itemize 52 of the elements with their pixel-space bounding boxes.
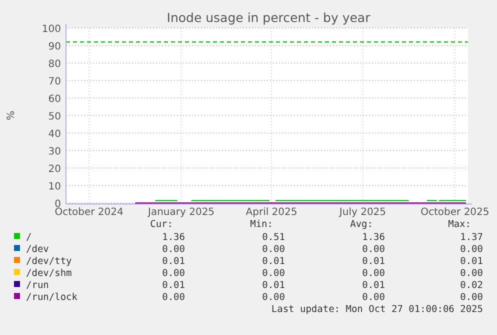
text: Cur: bbox=[150, 219, 173, 230]
text: 0.01 bbox=[262, 256, 286, 267]
text: 0.01 bbox=[460, 256, 484, 267]
text: 0.00 bbox=[162, 268, 186, 279]
text: 0.01 bbox=[162, 256, 186, 267]
text: 1.36 bbox=[362, 232, 386, 243]
y-axis-title: % bbox=[6, 110, 17, 120]
legend-label: / bbox=[26, 232, 32, 243]
text: 0.00 bbox=[460, 268, 484, 279]
text: Min: bbox=[250, 219, 273, 230]
text: 1.36 bbox=[162, 232, 186, 243]
legend-label: /run bbox=[26, 280, 49, 291]
y-tick-label: 50 bbox=[48, 112, 61, 122]
text: 0.01 bbox=[262, 280, 286, 291]
y-tick-label: 90 bbox=[48, 42, 61, 52]
text: 0.01 bbox=[362, 280, 386, 291]
text: 0.00 bbox=[262, 268, 286, 279]
chart-title: Inode usage in percent - by year bbox=[166, 10, 372, 25]
y-tick-label: 40 bbox=[48, 129, 61, 140]
x-tick-label: January 2025 bbox=[147, 207, 215, 218]
legend-label: /dev/tty bbox=[26, 256, 72, 267]
y-tick-label: 80 bbox=[48, 59, 61, 70]
text: Last update: Mon Oct 27 01:00:06 2025 bbox=[271, 304, 483, 315]
text: 0.01 bbox=[162, 280, 186, 291]
x-tick-label: April 2025 bbox=[246, 207, 298, 218]
text: 0.00 bbox=[262, 244, 286, 255]
y-tick-label: 20 bbox=[48, 164, 61, 175]
text: 1.37 bbox=[460, 232, 483, 243]
text: 0.00 bbox=[362, 268, 386, 279]
text: 0.00 bbox=[362, 292, 386, 303]
y-tick-label: 30 bbox=[48, 146, 61, 158]
x-tick-label: October 2025 bbox=[420, 207, 490, 218]
legend-label: /run/lock bbox=[26, 292, 78, 303]
legend-label: /dev bbox=[26, 244, 50, 255]
y-tick-label: 70 bbox=[48, 76, 61, 88]
text: 0.51 bbox=[262, 232, 286, 243]
text: 0.00 bbox=[162, 292, 186, 303]
y-tick-label: 10 bbox=[48, 182, 61, 192]
text: 0.02 bbox=[460, 280, 483, 291]
text: Avg: bbox=[350, 219, 373, 230]
x-tick-label: October 2024 bbox=[54, 207, 124, 218]
y-tick-label: 100 bbox=[42, 24, 61, 35]
y-tick-label: 60 bbox=[48, 94, 61, 105]
text: 0.00 bbox=[460, 292, 484, 303]
text: 0.00 bbox=[460, 244, 484, 255]
text: 0.00 bbox=[362, 244, 386, 255]
text: 0.01 bbox=[362, 256, 386, 267]
x-tick-label: July 2025 bbox=[338, 207, 386, 218]
text: Max: bbox=[448, 219, 471, 230]
legend-label: /dev/shm bbox=[26, 268, 72, 279]
text: 0.00 bbox=[262, 292, 286, 303]
text: 0.00 bbox=[162, 244, 186, 255]
